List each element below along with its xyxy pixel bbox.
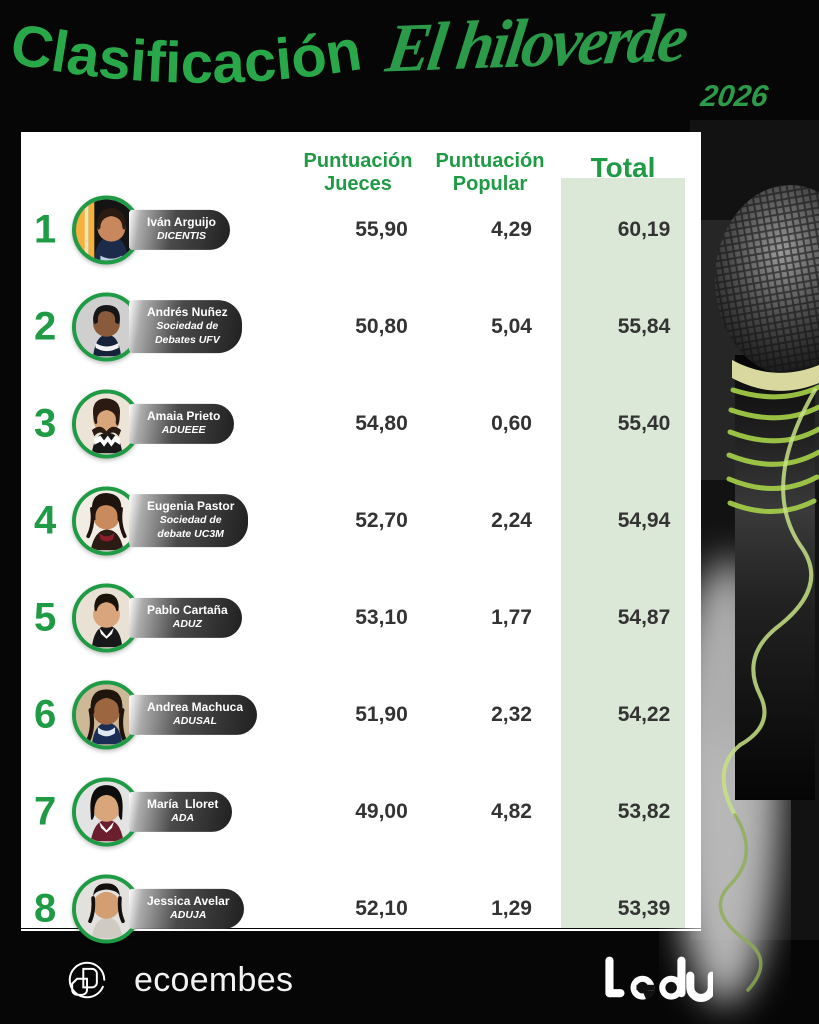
svg-text:Clasificación: Clasificación (6, 11, 366, 96)
